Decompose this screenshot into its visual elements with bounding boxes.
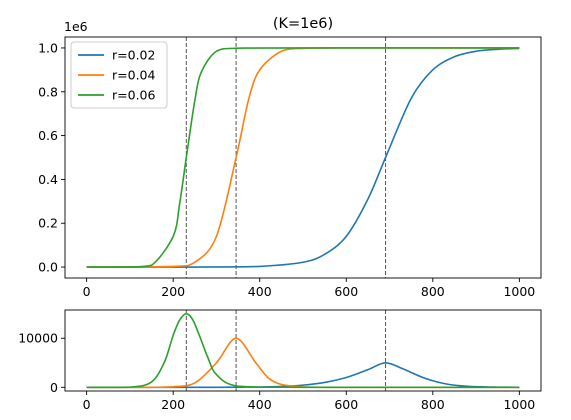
derivative-series-r=0.06 — [86, 312, 520, 389]
legend-label-r=0.06: r=0.06 — [112, 88, 155, 103]
legend-box — [70, 41, 168, 109]
legend-label-r=0.04: r=0.04 — [112, 68, 155, 83]
derivative-y-tick-label: 0 — [50, 380, 58, 395]
main-plot-area: 0 200 400 600 800 1000 0.0 0.2 0.4 0.6 0.8 1.0 r=0.0… — [38, 36, 542, 299]
derivative-x-tick-label: 200 — [161, 397, 185, 412]
derivative-x-tick-label: 600 — [334, 397, 358, 412]
main-x-tick-label: 400 — [248, 284, 272, 299]
legend-label-r=0.02: r=0.02 — [112, 48, 155, 63]
derivative-y-tick-label: 10000 — [18, 331, 58, 346]
derivative-x-tick-label: 0 — [83, 397, 91, 412]
main-x-tick-label: 600 — [334, 284, 358, 299]
main-axes-frame — [64, 36, 542, 279]
derivative-series-r=0.02 — [86, 361, 520, 389]
main-y-tick-label: 0.4 — [38, 172, 58, 187]
main-y-tick-label: 0.6 — [38, 128, 58, 143]
main-x-tick-label: 1000 — [503, 284, 535, 299]
derivative-axes-frame — [64, 309, 542, 392]
main-y-tick-label: 0.0 — [38, 260, 58, 275]
main-y-tick-label: 0.8 — [38, 84, 58, 99]
main-series-r=0.06 — [86, 47, 520, 268]
main-x-tick-label: 200 — [161, 284, 185, 299]
main-y-tick-label: 0.2 — [38, 216, 58, 231]
derivative-x-tick-label: 800 — [421, 397, 445, 412]
main-x-tick-label: 0 — [83, 284, 91, 299]
main-y-tick-label: 1.0 — [38, 40, 58, 55]
main-series-r=0.02 — [86, 47, 520, 268]
chart-title: (K=1e6) — [273, 16, 333, 32]
legend: r=0.02 r=0.04 r=0.06 — [70, 41, 168, 109]
derivative-x-tick-label: 1000 — [503, 397, 535, 412]
main-x-tick-label: 800 — [421, 284, 445, 299]
y-axis-offset-text: 1e6 — [64, 19, 88, 34]
derivative-series-r=0.04 — [86, 337, 520, 389]
derivative-x-tick-label: 400 — [248, 397, 272, 412]
